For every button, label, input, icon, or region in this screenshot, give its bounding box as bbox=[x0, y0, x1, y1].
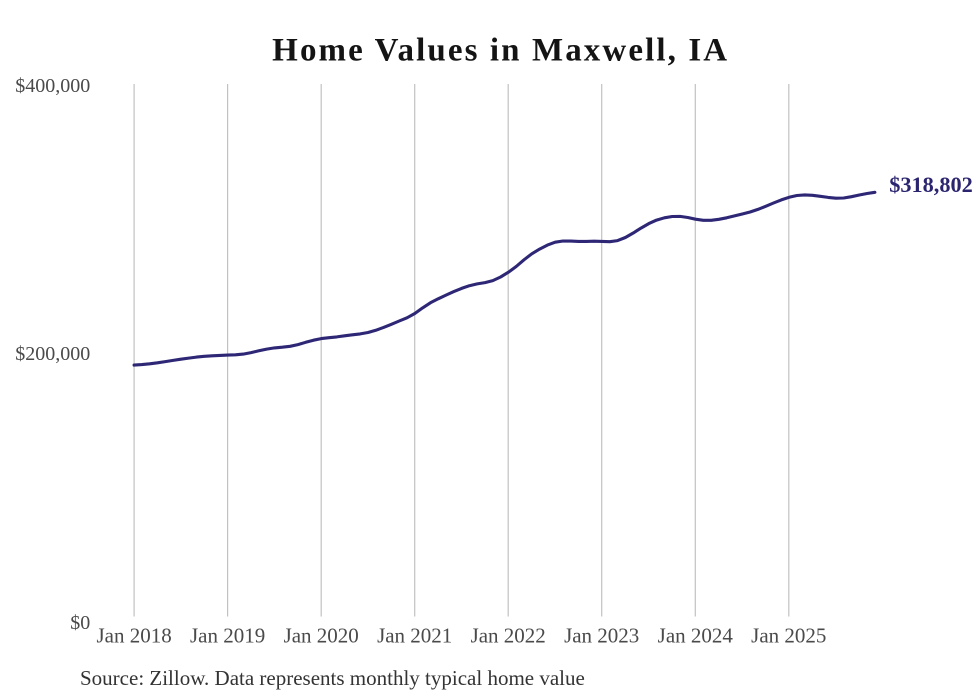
svg-text:Jan 2021: Jan 2021 bbox=[377, 623, 452, 647]
svg-text:Source: Zillow. Data represent: Source: Zillow. Data represents monthly … bbox=[80, 666, 585, 690]
svg-text:Jan 2025: Jan 2025 bbox=[751, 623, 826, 647]
svg-text:Jan 2019: Jan 2019 bbox=[190, 623, 265, 647]
svg-text:$318,802: $318,802 bbox=[889, 172, 973, 197]
svg-text:$0: $0 bbox=[70, 612, 90, 634]
svg-text:Jan 2020: Jan 2020 bbox=[284, 623, 359, 647]
svg-text:Home Values in Maxwell, IA: Home Values in Maxwell, IA bbox=[272, 33, 729, 69]
svg-text:Jan 2018: Jan 2018 bbox=[96, 623, 171, 647]
svg-text:Jan 2024: Jan 2024 bbox=[658, 623, 734, 647]
svg-text:Jan 2022: Jan 2022 bbox=[471, 623, 546, 647]
svg-text:Jan 2023: Jan 2023 bbox=[564, 623, 639, 647]
svg-text:$200,000: $200,000 bbox=[15, 343, 90, 365]
svg-text:$400,000: $400,000 bbox=[15, 75, 90, 97]
